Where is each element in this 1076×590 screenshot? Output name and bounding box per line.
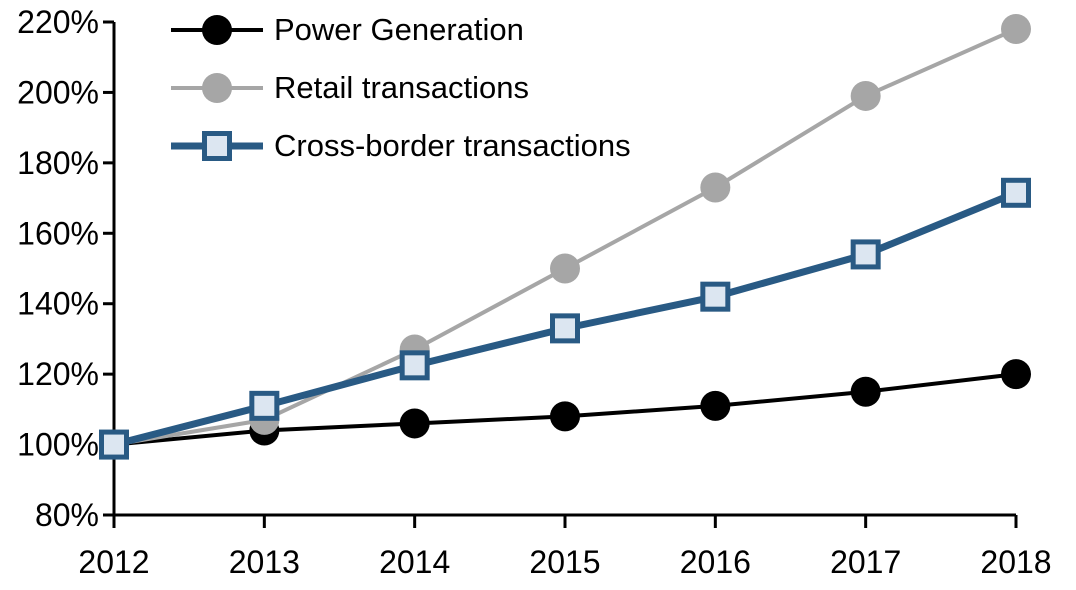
power-generation-line-sample: [171, 15, 263, 45]
y-tick-label: 200%: [17, 74, 99, 110]
legend-label-power-generation: Power Generation: [274, 12, 524, 47]
data-point-circle: [550, 253, 580, 284]
y-tick-label: 180%: [17, 145, 99, 181]
x-axis: 2012 2013 2014 2015 2016 2017 2018: [78, 515, 1052, 580]
data-point-square: [850, 239, 881, 270]
data-point-square: [399, 350, 430, 381]
legend: Power Generation Retail transactions Cro…: [171, 1, 631, 175]
x-tick-label: 2012: [78, 544, 149, 580]
legend-item-retail-transactions: Retail transactions: [171, 59, 631, 117]
x-tick-label: 2013: [229, 544, 300, 580]
legend-item-power-generation: Power Generation: [171, 1, 631, 59]
y-tick-label: 80%: [35, 497, 99, 533]
data-point-square: [550, 313, 580, 344]
legend-item-cross-border-transactions: Cross-border transactions: [171, 117, 631, 175]
data-point-circle: [850, 80, 881, 111]
data-point-circle: [850, 376, 881, 407]
x-tick-label: 2017: [830, 544, 901, 580]
data-point-square: [700, 281, 731, 312]
y-tick-label: 100%: [17, 427, 99, 463]
data-point-square: [249, 390, 280, 421]
circle-marker-icon: [202, 15, 232, 45]
x-tick-label: 2014: [379, 544, 450, 580]
y-axis: 80% 100% 120% 140% 160% 180% 200% 220%: [17, 4, 114, 533]
x-tick-label: 2016: [680, 544, 751, 580]
y-tick-label: 120%: [17, 356, 99, 392]
x-tick-label: 2015: [529, 544, 600, 580]
retail-transactions-line-sample: [171, 73, 263, 103]
data-point-square: [1001, 177, 1031, 208]
x-tick-label: 2018: [980, 544, 1051, 580]
y-tick-label: 220%: [17, 4, 99, 40]
y-tick-label: 160%: [17, 215, 99, 251]
data-point-circle: [700, 390, 731, 421]
legend-label-retail-transactions: Retail transactions: [274, 70, 530, 105]
cross-border-transactions-line-sample: [171, 131, 263, 161]
y-tick-label: 140%: [17, 286, 99, 322]
data-point-circle: [1001, 14, 1031, 45]
circle-marker-icon: [202, 73, 232, 103]
data-point-circle: [1001, 359, 1031, 390]
data-point-circle: [700, 172, 731, 203]
legend-label-cross-border-transactions: Cross-border transactions: [274, 128, 631, 163]
square-marker-icon: [202, 131, 232, 161]
data-point-circle: [550, 401, 580, 432]
series-cross-border-transactions: [99, 177, 1031, 460]
data-point-circle: [399, 408, 430, 439]
data-point-square: [99, 429, 129, 460]
